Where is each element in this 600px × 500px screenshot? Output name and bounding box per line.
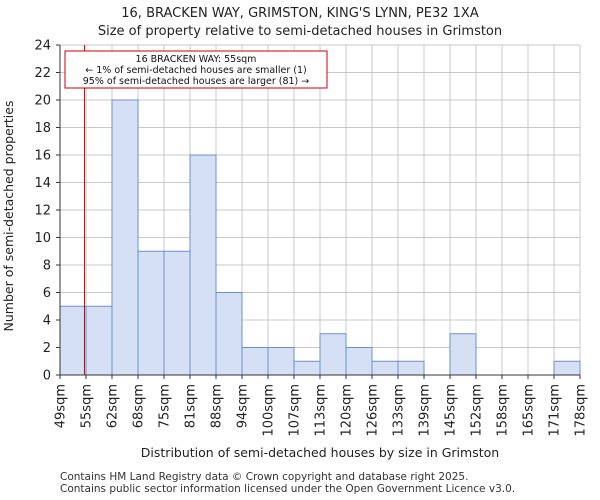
x-tick-label: 171sqm <box>548 384 563 437</box>
y-tick-label: 18 <box>34 121 51 136</box>
x-tick-label: 68sqm <box>132 384 147 428</box>
x-tick-label: 120sqm <box>340 384 355 437</box>
y-tick-label: 8 <box>43 259 51 274</box>
y-tick-label: 10 <box>34 231 51 246</box>
bar <box>189 154 217 376</box>
x-tick-label: 113sqm <box>314 384 329 437</box>
annotation-larger: 95% of semi-detached houses are larger (… <box>83 76 310 87</box>
y-tick-label: 22 <box>34 66 51 81</box>
annotation-box <box>64 50 328 89</box>
property-marker: 16 BRACKEN WAY: 55sqm← 1% of semi-detach… <box>64 45 328 375</box>
annotation-title: 16 BRACKEN WAY: 55sqm <box>136 54 257 65</box>
footer-licence: Contains public sector information licen… <box>60 483 516 495</box>
bar <box>59 305 87 376</box>
y-tick-label: 20 <box>34 94 51 109</box>
x-tick-label: 55sqm <box>80 384 95 428</box>
y-tick-label: 6 <box>43 286 51 301</box>
axes <box>59 45 580 376</box>
x-tick-label: 49sqm <box>54 384 69 428</box>
y-tick-label: 12 <box>34 204 51 219</box>
x-tick-label: 165sqm <box>522 384 537 437</box>
bar <box>345 347 373 376</box>
x-tick-label: 62sqm <box>106 384 121 428</box>
x-tick-label: 81sqm <box>184 384 199 428</box>
bars <box>59 99 581 376</box>
x-tick-label: 152sqm <box>470 384 485 437</box>
x-tick-label: 145sqm <box>444 384 459 437</box>
x-tick-label: 139sqm <box>418 384 433 437</box>
bar <box>293 360 321 376</box>
annotation-smaller: ← 1% of semi-detached houses are smaller… <box>85 65 306 76</box>
bar <box>163 250 191 376</box>
bar <box>215 292 243 376</box>
bar <box>241 347 269 376</box>
y-tick-label: 16 <box>34 149 51 164</box>
x-tick-label: 133sqm <box>392 384 407 437</box>
x-tick-label: 107sqm <box>288 384 303 437</box>
x-tick-label: 75sqm <box>158 384 173 428</box>
chart-subtitle: Size of property relative to semi-detach… <box>97 24 503 39</box>
x-tick-label: 126sqm <box>366 384 381 437</box>
x-axis-label: Distribution of semi-detached houses by … <box>141 445 499 460</box>
bar <box>319 333 347 376</box>
bar <box>371 360 399 376</box>
bar <box>85 305 113 376</box>
chart-title: 16, BRACKEN WAY, GRIMSTON, KING'S LYNN, … <box>121 6 479 21</box>
y-tick-label: 24 <box>34 39 51 54</box>
y-tick-label: 0 <box>43 369 51 384</box>
bar <box>553 360 581 376</box>
y-axis-label: Number of semi-detached properties <box>1 101 16 332</box>
y-tick-label: 4 <box>43 314 51 329</box>
bar <box>397 360 425 376</box>
bar <box>137 250 165 376</box>
x-tick-label: 100sqm <box>262 384 277 437</box>
footer-copyright: Contains HM Land Registry data © Crown c… <box>60 471 469 483</box>
x-tick-label: 94sqm <box>236 384 251 428</box>
x-tick-label: 158sqm <box>496 384 511 437</box>
y-tick-label: 2 <box>43 341 51 356</box>
x-tick-label: 88sqm <box>210 384 225 428</box>
bar <box>449 333 477 376</box>
bar <box>267 347 295 376</box>
bar <box>111 99 139 376</box>
x-axis-ticks: 49sqm 55sqm 62sqm 68sqm 75sqm 81sqm 88sqm 94sqm… <box>54 375 589 437</box>
x-tick-label: 178sqm <box>574 384 589 437</box>
y-tick-label: 14 <box>34 176 51 191</box>
